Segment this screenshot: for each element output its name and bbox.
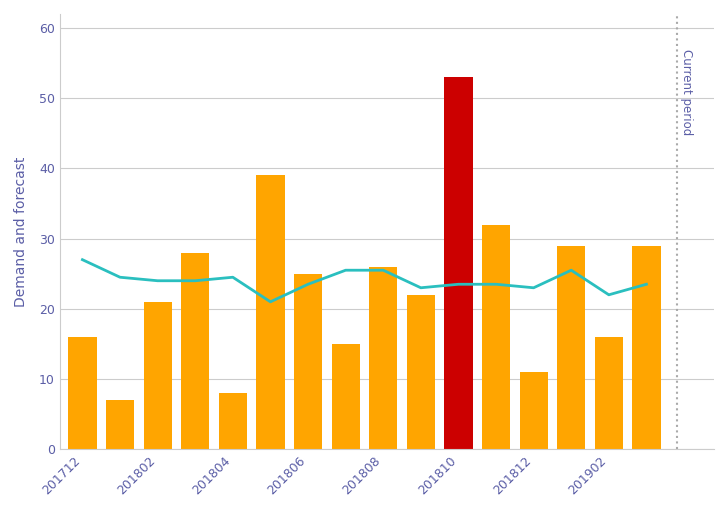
Bar: [633, 246, 660, 449]
Bar: [181, 252, 210, 449]
Bar: [444, 77, 472, 449]
Bar: [482, 224, 510, 449]
Bar: [369, 267, 397, 449]
Bar: [106, 400, 134, 449]
Bar: [256, 175, 285, 449]
Bar: [143, 302, 172, 449]
Bar: [331, 344, 360, 449]
Bar: [520, 372, 547, 449]
Bar: [407, 295, 435, 449]
Bar: [595, 337, 623, 449]
Bar: [218, 393, 247, 449]
Text: Current period: Current period: [680, 49, 693, 135]
Bar: [294, 274, 322, 449]
Bar: [68, 337, 97, 449]
Y-axis label: Demand and forecast: Demand and forecast: [14, 156, 28, 307]
Bar: [557, 246, 585, 449]
